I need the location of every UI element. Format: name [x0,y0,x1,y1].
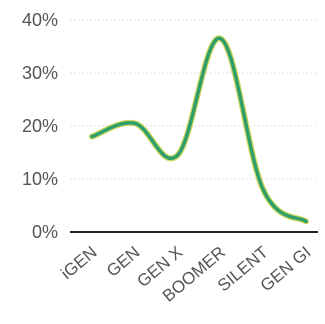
y-tick-label: 30% [22,63,58,83]
y-tick-label: 0% [32,222,58,242]
series-layer [89,35,309,225]
y-tick-label: 10% [22,169,58,189]
x-tick-label: iGEN [57,243,100,284]
y-axis-tick-labels: 0% 10% 20% 30% 40% [22,10,58,242]
series-line-glow [89,35,309,225]
y-tick-label: 20% [22,116,58,136]
y-tick-label: 40% [22,10,58,30]
series-line [90,36,308,224]
